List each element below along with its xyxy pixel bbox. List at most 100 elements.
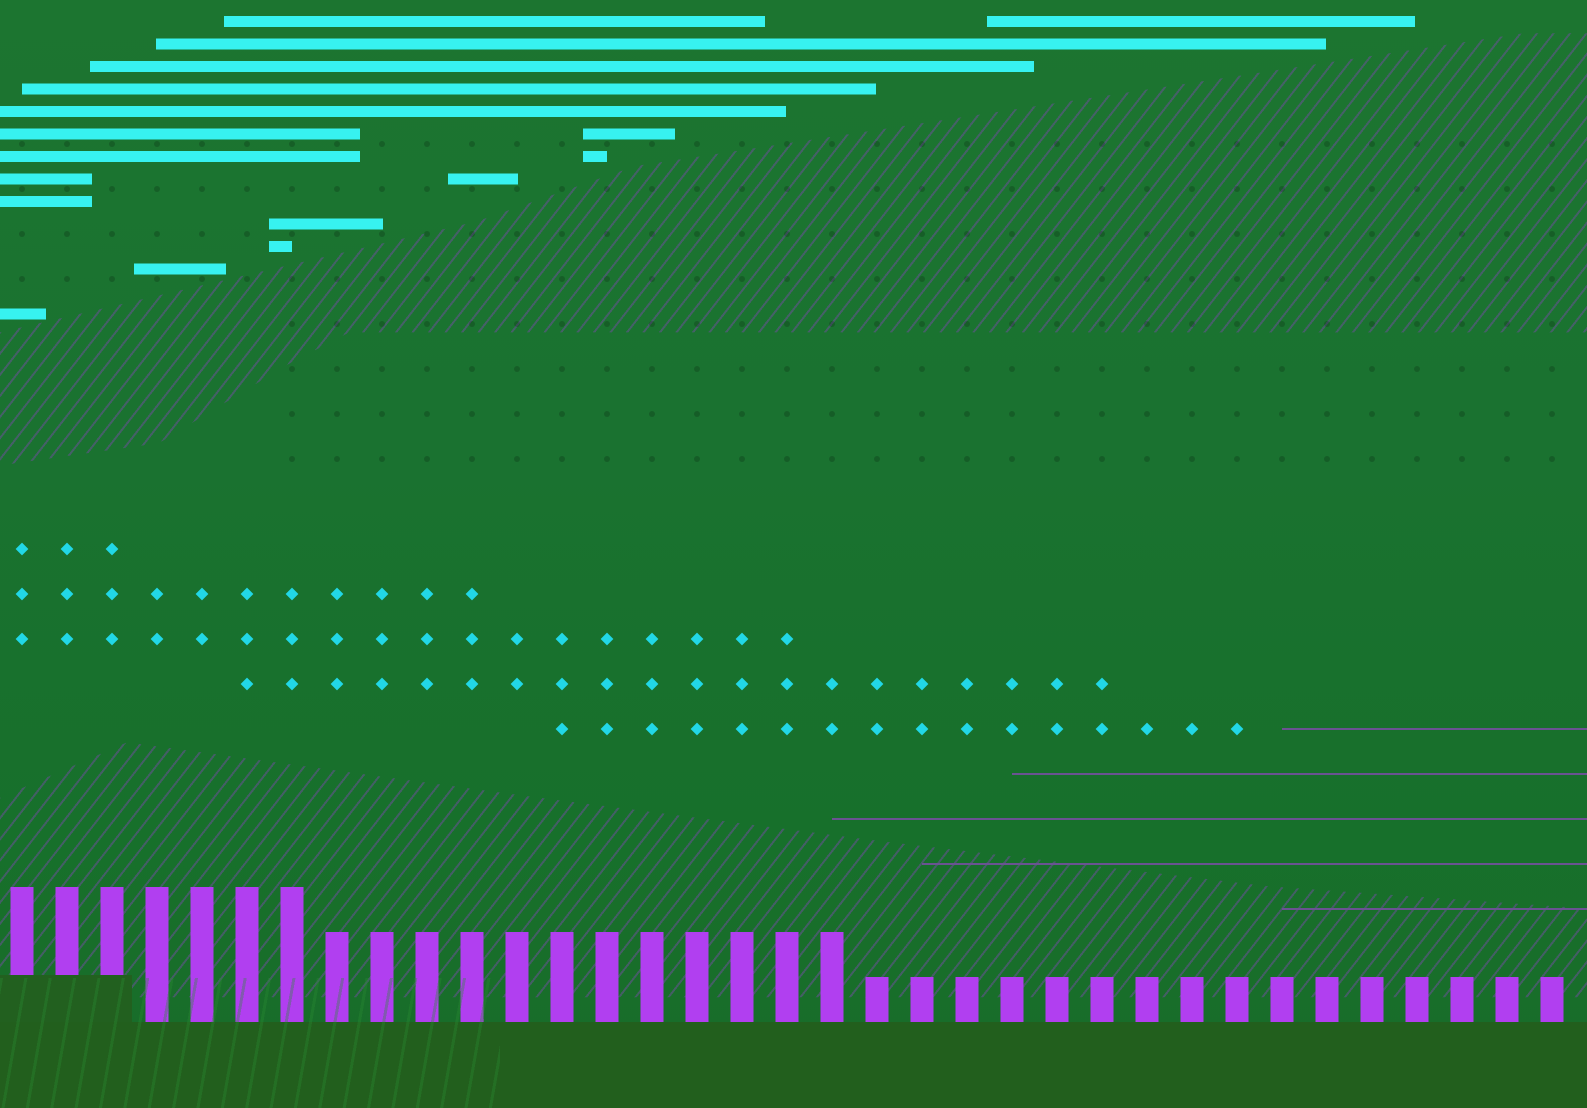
grid-dot	[1459, 321, 1465, 327]
grid-dot	[649, 411, 655, 417]
pillar	[1540, 977, 1564, 1022]
grid-dot	[964, 411, 970, 417]
gem	[105, 587, 119, 601]
gem	[465, 677, 479, 691]
grid-dot	[1144, 231, 1150, 237]
grid-dot	[919, 141, 925, 147]
gem	[375, 587, 389, 601]
grid-dot	[64, 231, 70, 237]
gem	[1050, 722, 1064, 736]
grid-dot	[289, 456, 295, 462]
gem	[780, 677, 794, 691]
gem	[150, 632, 164, 646]
grid-dot	[1054, 231, 1060, 237]
grid-dot	[784, 321, 790, 327]
gem	[420, 587, 434, 601]
grid-dot	[469, 366, 475, 372]
grid-dot	[244, 276, 250, 282]
grid-dot	[1324, 456, 1330, 462]
grid-dot	[1504, 276, 1510, 282]
energy-beam	[22, 83, 876, 95]
grid-dot	[604, 276, 610, 282]
grid-dot	[1009, 276, 1015, 282]
pillar	[1090, 977, 1114, 1022]
gem	[375, 632, 389, 646]
gem	[915, 722, 929, 736]
grid-dot	[469, 321, 475, 327]
pillar	[235, 887, 259, 1022]
pillar	[1360, 977, 1384, 1022]
grid-dot	[514, 231, 520, 237]
grid-dot	[1144, 186, 1150, 192]
grid-dot	[1054, 456, 1060, 462]
grid-dot	[694, 411, 700, 417]
grid-dot	[604, 456, 610, 462]
ground-block	[0, 975, 132, 1025]
grid-dot	[919, 321, 925, 327]
grid-dot	[244, 186, 250, 192]
pillar	[325, 932, 349, 1022]
grid-dot	[739, 456, 745, 462]
gem	[555, 677, 569, 691]
gem	[60, 632, 74, 646]
grid-dot	[1099, 366, 1105, 372]
grid-dot	[514, 186, 520, 192]
energy-beam	[0, 308, 46, 320]
grid-dot	[109, 186, 115, 192]
gem	[735, 632, 749, 646]
grid-dot	[649, 276, 655, 282]
energy-beam	[0, 106, 786, 117]
grid-dot	[919, 186, 925, 192]
grid-dot	[424, 366, 430, 372]
gem	[825, 722, 839, 736]
grid-dot	[334, 366, 340, 372]
grid-dot	[739, 276, 745, 282]
grid-dot	[649, 186, 655, 192]
gem	[510, 677, 524, 691]
grid-dot	[1504, 186, 1510, 192]
grid-dot	[649, 141, 655, 147]
pillar	[1315, 977, 1339, 1022]
grid-dot	[1459, 186, 1465, 192]
gem	[960, 677, 974, 691]
grid-dot	[874, 186, 880, 192]
grid-dot	[649, 321, 655, 327]
grid-dot	[874, 366, 880, 372]
grid-dot	[289, 186, 295, 192]
grid-dot	[1009, 141, 1015, 147]
grid-dot	[784, 186, 790, 192]
grid-dot	[154, 141, 160, 147]
grid-dot	[829, 456, 835, 462]
pillar	[1450, 977, 1474, 1022]
energy-beam	[134, 263, 226, 275]
gem	[330, 677, 344, 691]
grid-dot	[199, 141, 205, 147]
grid-dot	[1009, 231, 1015, 237]
grid-dot	[424, 141, 430, 147]
grid-dot	[604, 231, 610, 237]
pillar	[955, 977, 979, 1022]
grid-dot	[964, 321, 970, 327]
grid-dot	[874, 321, 880, 327]
grid-dot	[829, 366, 835, 372]
grid-dot	[379, 321, 385, 327]
grid-dot	[784, 276, 790, 282]
grid-dot	[199, 231, 205, 237]
grid-dot	[19, 141, 25, 147]
energy-beam	[448, 173, 518, 185]
pillar	[1135, 977, 1159, 1022]
grid-dot	[1234, 141, 1240, 147]
gem	[465, 632, 479, 646]
gem	[60, 542, 74, 556]
grid-dot	[694, 321, 700, 327]
grid-dot	[784, 231, 790, 237]
gem	[555, 632, 569, 646]
grid-dot	[1189, 186, 1195, 192]
grid-dot	[1459, 456, 1465, 462]
grid-dot	[694, 276, 700, 282]
grid-dot	[424, 186, 430, 192]
grid-dot	[1009, 321, 1015, 327]
grid-dot	[1414, 141, 1420, 147]
